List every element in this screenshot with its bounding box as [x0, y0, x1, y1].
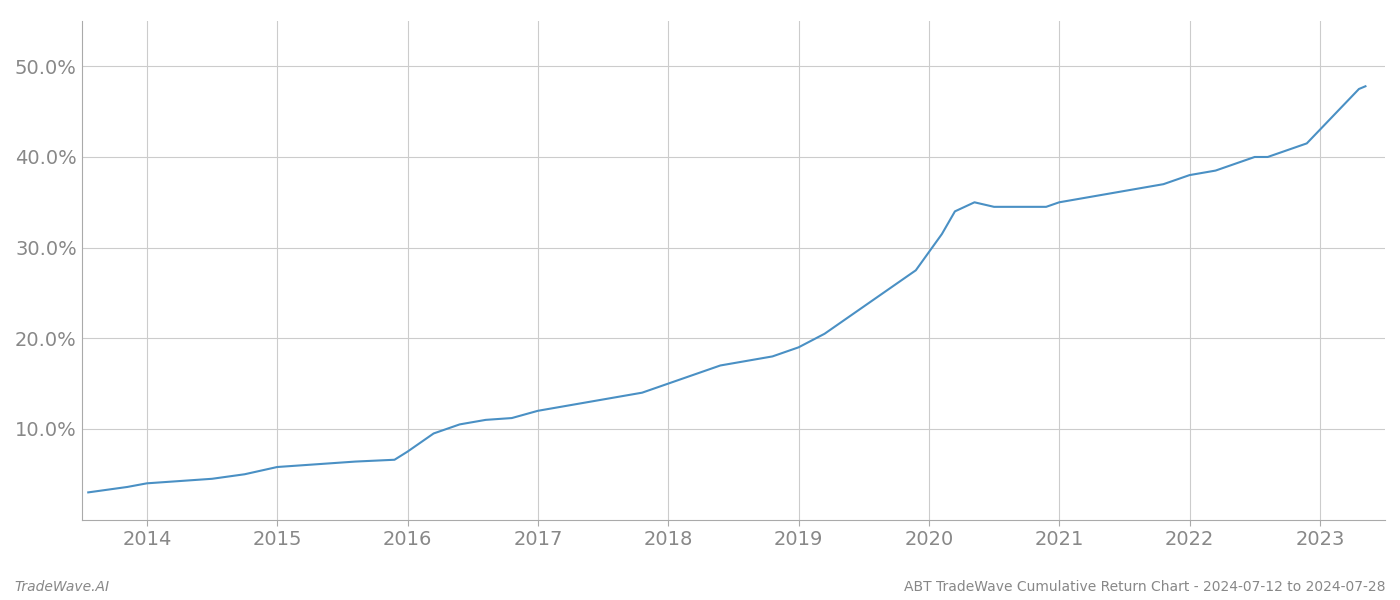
Text: ABT TradeWave Cumulative Return Chart - 2024-07-12 to 2024-07-28: ABT TradeWave Cumulative Return Chart - …: [904, 580, 1386, 594]
Text: TradeWave.AI: TradeWave.AI: [14, 580, 109, 594]
